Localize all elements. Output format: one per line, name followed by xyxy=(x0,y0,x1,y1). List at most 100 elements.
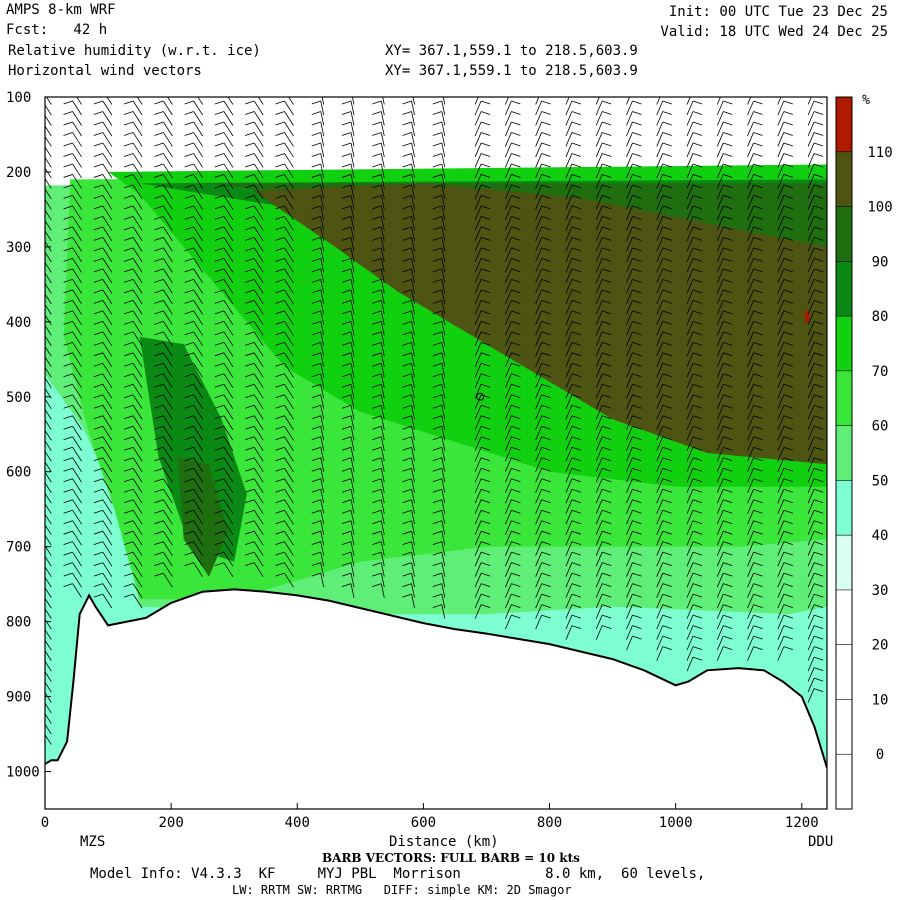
barb-shaft xyxy=(193,153,203,168)
barb-column xyxy=(341,97,355,598)
barb-shaft xyxy=(535,489,543,504)
y-tick-label: 800 xyxy=(6,615,31,631)
barb-shaft xyxy=(411,205,415,220)
barb-flag xyxy=(311,562,321,567)
barb-shaft xyxy=(747,300,754,315)
barb-shaft xyxy=(565,174,573,189)
barb-shaft xyxy=(45,461,52,472)
barb-shaft xyxy=(777,342,785,357)
barb-flag xyxy=(63,562,73,567)
barb-flag xyxy=(154,331,164,336)
barb-flag xyxy=(723,614,733,619)
barb-flag xyxy=(541,520,551,525)
barb-shaft xyxy=(626,541,633,556)
barb-flag xyxy=(245,436,255,441)
barb-flag xyxy=(33,269,42,272)
barb-shaft xyxy=(102,499,113,514)
barb-shaft xyxy=(505,394,512,409)
terrain xyxy=(45,588,827,809)
barb-flag xyxy=(480,373,491,378)
barb-flag xyxy=(63,572,73,577)
barb-shaft xyxy=(535,436,543,451)
barb-flag xyxy=(753,352,763,357)
barb-flag xyxy=(372,174,382,178)
barb-shaft xyxy=(320,384,325,399)
barb-flag xyxy=(214,331,225,336)
barb-flag xyxy=(753,331,763,336)
barb-shaft xyxy=(595,132,603,147)
barb-flag xyxy=(662,341,672,346)
barb-shaft xyxy=(535,226,543,242)
barb-shaft xyxy=(223,488,234,504)
barb-shaft xyxy=(595,321,603,336)
barb-shaft xyxy=(474,510,482,525)
barb-shaft xyxy=(102,593,113,609)
barb-shaft xyxy=(656,468,664,483)
barb-flag xyxy=(783,237,793,241)
barb-shaft xyxy=(411,132,415,147)
barb-flag xyxy=(402,174,412,178)
barb-shaft xyxy=(565,258,573,273)
barb-shaft xyxy=(777,593,785,609)
barb-shaft xyxy=(807,583,815,598)
barb-shaft xyxy=(505,195,512,210)
barb-shaft xyxy=(380,405,385,420)
barb-shaft xyxy=(102,415,113,430)
barb-shaft xyxy=(505,226,512,242)
barb-shaft xyxy=(102,279,113,294)
barb-shaft xyxy=(132,111,143,126)
barb-flag xyxy=(154,362,164,367)
barb-shaft xyxy=(686,342,694,357)
barb-flag xyxy=(341,446,352,451)
barb-shaft xyxy=(45,450,52,462)
barb-shaft xyxy=(163,426,173,441)
barb-flag xyxy=(33,626,42,629)
barb-shaft xyxy=(253,436,264,451)
colorbar-swatch xyxy=(836,644,852,700)
barb-flag xyxy=(154,289,164,294)
barb-shaft xyxy=(777,489,785,504)
barb-shaft xyxy=(72,258,82,273)
barb-shaft xyxy=(474,457,482,472)
barb-flag xyxy=(275,163,285,168)
barb-flag xyxy=(571,132,582,136)
barb-shaft xyxy=(163,436,173,451)
barb-flag xyxy=(341,467,352,472)
barb-flag xyxy=(662,551,672,556)
barb-flag xyxy=(481,90,490,93)
barb-shaft xyxy=(807,436,815,451)
barb-shaft xyxy=(72,405,82,420)
barb-shaft xyxy=(45,723,52,735)
barb-shaft xyxy=(505,100,512,116)
barb-shaft xyxy=(284,216,294,231)
barb-shaft xyxy=(777,646,785,661)
barb-shaft xyxy=(441,552,446,567)
barb-flag xyxy=(662,226,672,231)
barb-flag xyxy=(63,341,73,346)
barb-flag xyxy=(723,174,733,178)
barb-flag xyxy=(275,383,285,388)
colorbar-tick-label: 100 xyxy=(867,200,892,216)
barb-shaft xyxy=(626,635,633,651)
barb-flag xyxy=(154,278,164,283)
barb-shaft xyxy=(747,614,754,630)
barb-flag xyxy=(813,331,824,336)
barb-shaft xyxy=(474,478,482,493)
barb-shaft xyxy=(505,457,512,472)
barb-flag xyxy=(275,415,285,420)
barb-flag xyxy=(311,352,321,357)
barb-shaft xyxy=(320,415,325,430)
barb-flag xyxy=(753,268,763,273)
barb-shaft xyxy=(350,310,355,325)
barb-shaft xyxy=(777,614,785,630)
barb-flag xyxy=(783,100,793,105)
x-tick-label: 600 xyxy=(411,815,436,831)
barb-shaft xyxy=(223,352,234,368)
barb-shaft xyxy=(626,583,633,598)
barb-shaft xyxy=(253,331,264,347)
barb-shaft xyxy=(441,415,446,430)
barb-shaft xyxy=(626,478,633,493)
barb-flag xyxy=(245,320,255,325)
barb-shaft xyxy=(777,457,785,472)
barb-shaft xyxy=(626,279,633,294)
